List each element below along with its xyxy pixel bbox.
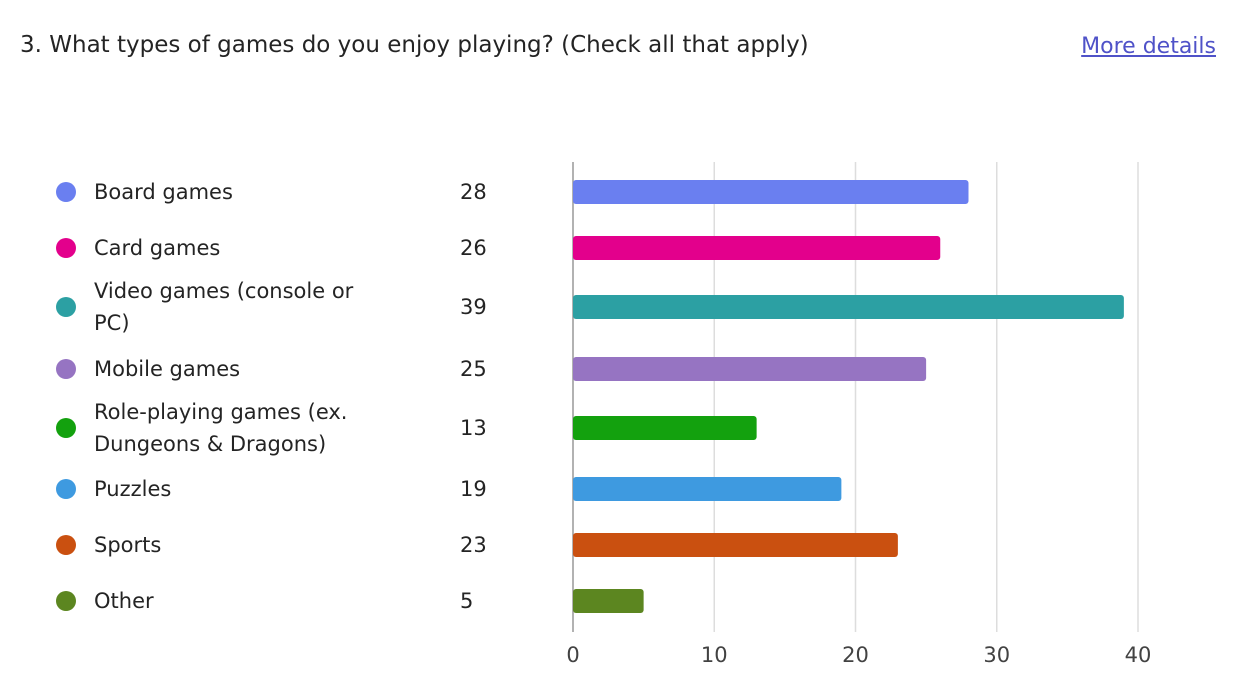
category-label: Video games (console or PC) xyxy=(94,279,354,335)
legend-dot xyxy=(56,297,76,317)
count-label: 23 xyxy=(460,533,487,557)
bar xyxy=(573,477,842,501)
legend-dot xyxy=(56,182,76,202)
bar xyxy=(573,533,898,557)
count-label: 25 xyxy=(460,357,487,381)
bar xyxy=(573,295,1124,319)
category-label: Sports xyxy=(94,533,162,557)
bar xyxy=(573,236,941,260)
count-label: 19 xyxy=(460,477,487,501)
question-title: 3. What types of games do you enjoy play… xyxy=(20,32,809,58)
category-label: Other xyxy=(94,589,154,613)
count-label: 13 xyxy=(460,416,487,440)
x-tick-label: 40 xyxy=(1125,643,1152,667)
bar xyxy=(573,180,969,204)
legend-dot xyxy=(56,591,76,611)
x-tick-label: 30 xyxy=(983,643,1010,667)
count-label: 39 xyxy=(460,295,487,319)
count-label: 26 xyxy=(460,236,487,260)
x-tick-label: 10 xyxy=(701,643,728,667)
bar xyxy=(573,416,757,440)
more-details-link[interactable]: More details xyxy=(1081,34,1216,59)
bar xyxy=(573,357,927,381)
category-label: Role-playing games (ex. Dungeons & Drago… xyxy=(94,400,348,456)
category-label: Mobile games xyxy=(94,357,241,381)
legend-dot xyxy=(56,418,76,438)
legend-dot xyxy=(56,238,76,258)
category-label: Card games xyxy=(94,236,221,260)
category-label: Puzzles xyxy=(94,477,172,501)
legend-dot xyxy=(56,359,76,379)
bar xyxy=(573,589,644,613)
x-tick-label: 0 xyxy=(566,643,579,667)
category-label: Board games xyxy=(94,180,233,204)
count-label: 28 xyxy=(460,180,487,204)
count-label: 5 xyxy=(460,589,474,613)
x-tick-label: 20 xyxy=(842,643,869,667)
legend-dot xyxy=(56,535,76,555)
legend-dot xyxy=(56,479,76,499)
